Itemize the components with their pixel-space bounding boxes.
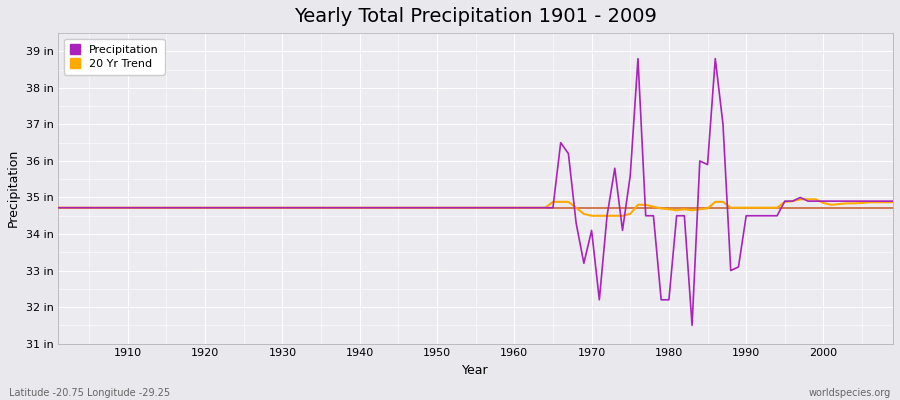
Title: Yearly Total Precipitation 1901 - 2009: Yearly Total Precipitation 1901 - 2009 [294,7,657,26]
Text: Latitude -20.75 Longitude -29.25: Latitude -20.75 Longitude -29.25 [9,388,170,398]
Legend: Precipitation, 20 Yr Trend: Precipitation, 20 Yr Trend [64,39,165,75]
Y-axis label: Precipitation: Precipitation [7,149,20,228]
Text: worldspecies.org: worldspecies.org [809,388,891,398]
X-axis label: Year: Year [463,364,489,377]
